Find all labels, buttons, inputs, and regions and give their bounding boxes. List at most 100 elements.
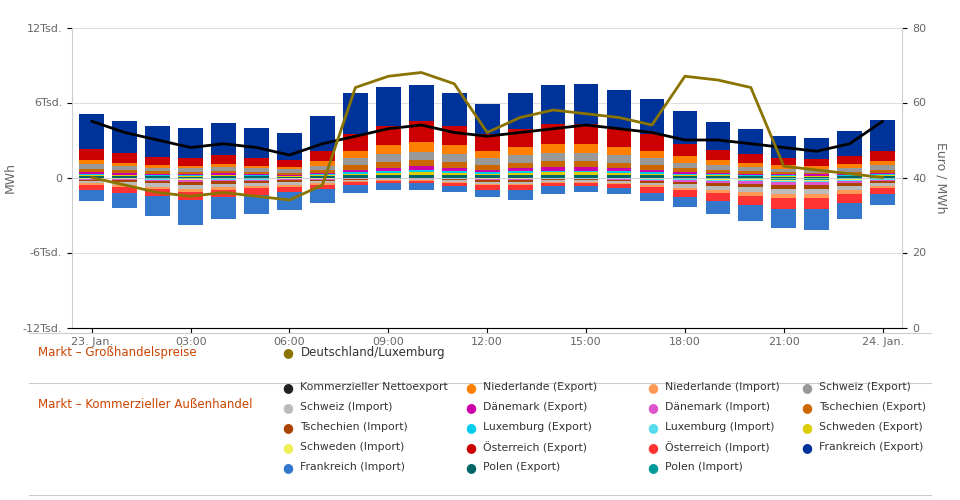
Bar [277,185,301,187]
Bar [607,163,632,168]
Bar [409,170,434,172]
Y-axis label: Euro / MWh: Euro / MWh [934,142,948,213]
Bar [310,180,335,181]
Bar [179,128,203,158]
Bar [673,188,697,190]
Bar [112,166,137,170]
Bar [706,186,731,190]
Bar [508,182,533,184]
Bar [376,181,400,183]
Bar [508,129,533,147]
Bar [639,182,664,186]
Bar [376,183,400,190]
Bar [738,176,763,178]
Bar [738,192,763,196]
Text: ●: ● [282,461,294,474]
Bar [772,194,796,198]
Bar [475,174,499,176]
Bar [508,178,533,179]
Bar [673,174,697,176]
Bar [639,172,664,174]
Bar [804,170,829,172]
Bar [211,178,236,180]
Text: ●: ● [801,401,812,414]
Bar [508,173,533,175]
Bar [607,147,632,156]
Bar [475,178,499,179]
Bar [343,150,368,158]
Bar [112,121,137,154]
Bar [607,182,632,184]
Bar [211,164,236,167]
Bar [804,188,829,194]
Bar [343,182,368,184]
Bar [607,188,632,194]
Bar [706,179,731,180]
Bar [837,178,862,179]
Bar [475,180,499,182]
Text: Frankreich (Export): Frankreich (Export) [819,442,924,452]
Bar [179,174,203,175]
Bar [607,172,632,173]
Bar [639,170,664,172]
Bar [540,180,565,182]
Bar [706,150,731,160]
Bar [804,138,829,159]
Bar [837,168,862,172]
Bar [540,186,565,194]
Bar [179,192,203,200]
Bar [607,173,632,175]
Bar [475,172,499,174]
Bar [804,182,829,184]
Bar [738,180,763,182]
Bar [475,158,499,165]
Text: ●: ● [647,381,659,394]
Bar [738,154,763,163]
Bar [772,158,796,165]
Bar [706,174,731,175]
Bar [738,206,763,221]
Bar [706,202,731,214]
Bar [80,160,104,164]
Bar [837,164,862,168]
Bar [475,176,499,178]
Bar [607,184,632,188]
Bar [244,183,269,186]
Bar [738,178,763,180]
Bar [607,156,632,163]
Bar [179,175,203,176]
Bar [145,178,170,179]
Bar [540,124,565,144]
Bar [244,194,269,214]
Bar [343,181,368,182]
Bar [706,176,731,178]
Y-axis label: MWh: MWh [4,162,17,193]
Bar [837,174,862,175]
Bar [343,172,368,174]
Bar [574,180,598,182]
Bar [508,163,533,168]
Bar [145,176,170,178]
Text: ●: ● [465,381,476,394]
Bar [244,168,269,172]
Bar [409,152,434,160]
Bar [607,129,632,147]
Text: Markt – Kommerzieller Außenhandel: Markt – Kommerzieller Außenhandel [38,398,252,411]
Bar [409,174,434,178]
Bar [574,178,598,179]
Bar [738,187,763,192]
Bar [540,178,565,180]
Bar [409,142,434,152]
Bar [508,156,533,163]
Bar [837,176,862,178]
Bar [574,182,598,186]
Bar [376,172,400,175]
Bar [310,183,335,184]
Text: Österreich (Import): Österreich (Import) [665,442,770,454]
Bar [475,170,499,172]
Bar [673,184,697,188]
Bar [738,184,763,187]
Bar [871,161,895,166]
Bar [277,160,301,167]
Bar [540,144,565,152]
